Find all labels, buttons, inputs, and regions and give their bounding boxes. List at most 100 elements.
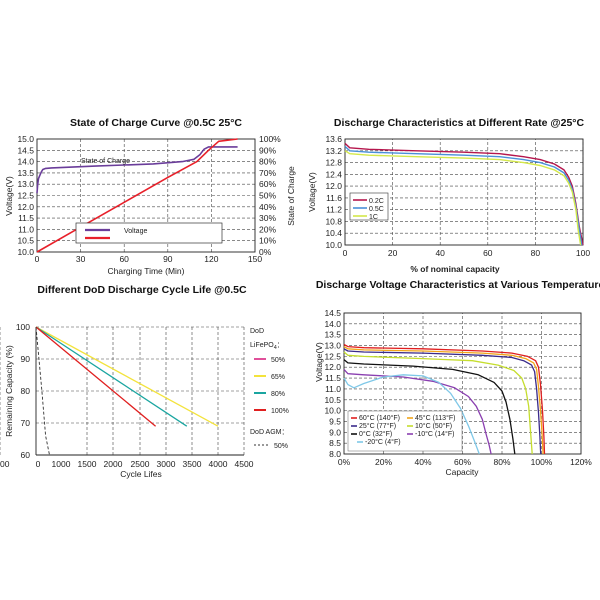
rate-ytick-label: 12.4 [325,169,342,179]
legend-label-temp-10-c-14-f: -10°C (14°F) [415,430,454,438]
soc-ytick-label: 13.0 [17,179,34,189]
soc-y2tick-label: 20% [259,224,276,234]
dod-ytick-label: 80 [21,386,31,396]
chart-temp-legend: 60°C (140°F) 45°C (113°F) 25°C (77°F) 10°C … [347,410,463,452]
legend-label-dod-80: 80% [271,391,285,398]
soc-y2tick-label: 30% [259,213,276,223]
soc-y2tick-label: 90% [259,145,276,155]
soc-y2tick-label: 40% [259,202,276,212]
rate-xtick-label: 80 [531,248,541,258]
rate-xtick-label: 0 [343,248,348,258]
chart-dod-legend: DoD LiFePO4： 50% 65% 80% 100% 50% DoD AGM： [250,328,289,450]
rate-ytick-label: 12.0 [325,181,342,191]
temp-xtick-label: 20% [375,457,392,467]
chart-soc-legend-box [75,222,223,244]
soc-ytick-label: 11.5 [18,213,34,223]
chart-rate-plot-frame [344,138,584,246]
chart-dod-title: Different DoD Discharge Cycle Life @0.5C [37,284,247,296]
soc-ytick-label: 15.0 [17,134,34,144]
chart-dod-xlabel: Cycle Lifes [120,469,162,479]
temp-xtick-label: 120% [570,457,592,467]
chart-temp-plot-frame [343,312,582,455]
temp-ytick-label: 14.0 [324,319,341,329]
chart-dod-cycle: Different DoD Discharge Cycle Life @0.5C… [0,284,289,479]
dod-xtick-label: 0 [36,459,41,469]
dod-xtick-label: 3500 [183,459,202,469]
legend-label-temp-0-c-32-f: 0°C (32°F) [359,430,392,438]
dod-ytick-label: 100 [16,322,30,332]
dod-xtick-label: 1000 [52,459,71,469]
temp-xtick-label: 100% [531,457,553,467]
dod-ytick-label: 60 [21,450,31,460]
chart-discharge-rate: Discharge Characteristics at Different R… [307,117,590,274]
soc-ytick-label: 14.0 [17,157,34,167]
dod-xtick-label: 4500 [235,459,254,469]
rate-ytick-label: 12.8 [325,158,342,168]
dod-series-50-agm [35,326,50,456]
legend-label-agm-50: 50% [274,443,288,450]
soc-xtick-label: 90 [163,254,173,264]
soc-ytick-label: 11.0 [18,224,34,234]
chart-rate-title: Discharge Characteristics at Different R… [334,117,585,129]
temp-ytick-label: 14.5 [324,308,341,318]
soc-xtick-label: 150 [248,254,262,264]
temp-xtick-label: 80% [493,457,510,467]
dod-xtick-label: 2500 [131,459,150,469]
chart-rate-ticks: 10.0 10.4 10.811.2 11.6 12.0 12.412.8 13.2 13.6… [325,134,590,258]
soc-xtick-label: 30 [76,254,86,264]
temp-ytick-label: 11.0 [325,384,341,394]
temp-series-25-c-77-f [343,348,542,455]
temp-series-60-c-140-f [343,343,546,455]
chart-soc-legend: Voltage [75,222,223,244]
temp-series-45-c-113-f [343,346,544,455]
soc-y2tick-label: 70% [259,168,276,178]
temp-ytick-label: 13.5 [324,330,341,340]
legend-subtitle-lifepo4: LiFePO4： [250,342,284,351]
chart-dod-legend-items: 50% 65% 80% 100% 50% [254,357,289,450]
temp-ytick-label: 9.5 [329,416,341,426]
rate-ytick-label: 10.8 [325,216,342,226]
legend-label-dod-50: 50% [271,357,285,364]
chart-soc-ylabel: Voltage(V) [4,176,14,216]
temp-ytick-label: 11.5 [325,373,341,383]
chart-dod-series [35,326,219,456]
rate-xtick-label: 20 [388,248,398,258]
temp-ytick-label: 13.0 [324,341,341,351]
legend-label-temp-10-c-50-f: 10°C (50°F) [415,422,452,430]
legend-title-agm: DoD AGM： [250,429,289,436]
legend-label-temp-25-c-77-f: 25°C (77°F) [359,422,396,430]
legend-label-temp-60-c-140-f: 60°C (140°F) [359,414,400,422]
rate-ytick-label: 11.2 [326,205,342,215]
soc-ytick-label: 10.0 [17,247,34,257]
rate-ytick-label: 13.2 [325,146,342,156]
dod-xtick-label: 4000 [209,459,228,469]
temp-ytick-label: 12.5 [324,351,341,361]
legend-label-dod-65: 65% [271,374,285,381]
temp-ytick-label: 10.0 [324,406,341,416]
temp-xtick-label: 40% [414,457,431,467]
chart-dod-grid [0,326,245,455]
dod-xtick-label: 3000 [157,459,176,469]
soc-ytick-label: 10.5 [17,236,34,246]
chart-soc-annotation: State of Charge [81,158,130,165]
chart-temp-legend-items: 60°C (140°F) 45°C (113°F) 25°C (77°F) 10°C … [351,414,455,446]
legend-title-dod: DoD [250,328,264,335]
legend-label-0-5c: 0.5C [369,206,384,213]
rate-xtick-label: 40 [435,248,445,258]
soc-y2tick-label: 80% [259,157,276,167]
soc-y2tick-label: 10% [259,236,276,246]
temp-series-10-c-50-f [343,351,533,455]
dod-ytick-label: 70 [21,418,31,428]
temp-ytick-label: 8.0 [329,449,341,459]
soc-y2tick-label: 60% [259,179,276,189]
temp-ytick-label: 10.5 [324,395,341,405]
soc-xtick-label: 60 [119,254,129,264]
chart-temp-ylabel: Voltage(V) [314,342,324,382]
rate-ytick-label: 11.6 [326,193,342,203]
rate-ytick-label: 13.6 [325,134,342,144]
chart-soc: State of Charge Curve @0.5C 25°C 10.010.… [4,117,296,276]
soc-series-voltage [36,146,238,194]
